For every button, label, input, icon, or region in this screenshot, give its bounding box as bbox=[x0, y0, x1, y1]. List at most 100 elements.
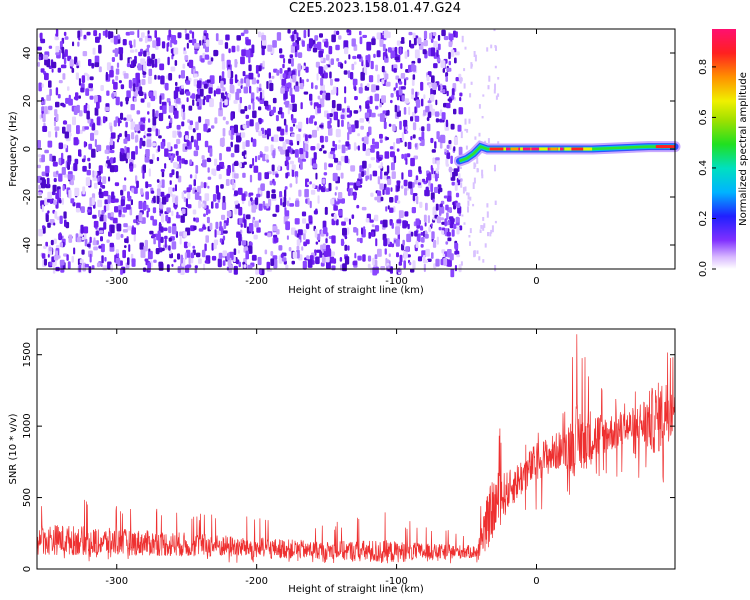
spectrogram-cell bbox=[135, 72, 140, 81]
spectrogram-cell bbox=[188, 105, 193, 111]
spectrogram-cell bbox=[61, 197, 64, 205]
spectrogram-cell bbox=[294, 149, 299, 158]
spectrogram-cell bbox=[111, 93, 114, 98]
x-tick-label: -100 bbox=[385, 576, 408, 587]
spectrogram-cell bbox=[419, 225, 423, 231]
spectrogram-cell bbox=[348, 54, 351, 60]
spectrogram-cell bbox=[448, 41, 453, 48]
spectrogram-cell bbox=[255, 122, 260, 131]
x-tick-label: -200 bbox=[245, 576, 268, 587]
spectrogram-cell bbox=[383, 121, 387, 130]
spectrogram-cell bbox=[91, 123, 96, 131]
spectrogram-cell bbox=[258, 117, 262, 125]
spectrogram-cell bbox=[316, 126, 320, 131]
spectrogram-cell bbox=[370, 60, 374, 70]
spectrogram-cell bbox=[361, 227, 363, 235]
spectrogram-cell bbox=[290, 44, 295, 53]
spectrogram-cell bbox=[66, 124, 72, 133]
spectrogram-cell bbox=[243, 264, 247, 269]
spectrogram-cell bbox=[455, 192, 460, 198]
spectrogram-cell bbox=[288, 247, 292, 252]
spectrogram-cell bbox=[466, 192, 469, 196]
spectrogram-cell bbox=[147, 102, 151, 108]
spectrogram-cell bbox=[292, 251, 298, 259]
spectrogram-cell bbox=[47, 191, 52, 199]
spectrogram-cell bbox=[476, 161, 479, 164]
spectrogram-cell bbox=[285, 149, 290, 157]
spectrogram-cell bbox=[282, 202, 286, 208]
spectrogram-cell bbox=[454, 250, 460, 255]
spectrogram-cell bbox=[197, 185, 202, 194]
spectrogram-cell bbox=[305, 66, 309, 73]
spectrogram-cell bbox=[215, 88, 221, 95]
spectrogram-cell bbox=[184, 252, 187, 260]
spectrogram-cell bbox=[259, 190, 262, 195]
spectrogram-cell bbox=[147, 51, 150, 56]
spectrogram-cell bbox=[224, 42, 229, 49]
spectrogram-cell bbox=[441, 29, 446, 37]
spectrogram-cell bbox=[292, 42, 297, 47]
spectrogram-cell bbox=[470, 81, 473, 85]
spectrogram-cell bbox=[205, 32, 209, 39]
spectrogram-cell bbox=[380, 266, 386, 271]
spectrogram-cell bbox=[157, 145, 161, 152]
spectrogram-cell bbox=[150, 215, 154, 221]
spectrogram-cell bbox=[302, 65, 306, 69]
spectrogram-cell bbox=[443, 36, 449, 41]
spectrogram-cell bbox=[202, 98, 206, 106]
spectrogram-cell bbox=[118, 209, 122, 215]
spectrogram-cell bbox=[190, 252, 195, 259]
spectrogram-cell bbox=[42, 125, 48, 132]
spectrogram-cell bbox=[90, 132, 95, 141]
spectrogram-cell bbox=[486, 47, 489, 52]
spectrogram-cell bbox=[144, 157, 150, 163]
spectrogram-cell bbox=[128, 244, 131, 252]
spectrogram-cell bbox=[317, 107, 321, 114]
spectrogram-cell bbox=[147, 76, 152, 84]
spectrogram-cell bbox=[360, 71, 365, 81]
spectrogram-cell bbox=[393, 239, 396, 243]
spectrogram-cell bbox=[438, 226, 442, 231]
spectrogram-cell bbox=[267, 232, 272, 238]
spectrogram-cell bbox=[467, 200, 470, 206]
spectrogram-cell bbox=[120, 189, 124, 196]
spectrogram-cell bbox=[408, 31, 413, 36]
spectrogram-cell bbox=[467, 206, 469, 213]
spectrogram-cell bbox=[474, 54, 477, 62]
spectrogram-cell bbox=[172, 226, 177, 235]
spectrogram-cell bbox=[47, 131, 52, 138]
spectrogram-cell bbox=[236, 35, 241, 41]
spectrogram-cell bbox=[123, 117, 127, 121]
spectrogram-cell bbox=[476, 168, 479, 172]
spectrogram-cell bbox=[395, 75, 400, 80]
spectrogram-cell bbox=[192, 99, 195, 106]
spectrogram-cell bbox=[398, 261, 402, 266]
spectrogram-cell bbox=[180, 70, 185, 79]
spectrogram-cell bbox=[344, 155, 349, 164]
spectrogram-cell bbox=[344, 60, 347, 64]
spectrogram-cell bbox=[153, 259, 157, 263]
spectrogram-cell bbox=[428, 83, 432, 88]
spectrogram-cell bbox=[415, 240, 419, 248]
spectrogram-cell bbox=[494, 220, 497, 224]
spectrogram-cell bbox=[454, 242, 459, 250]
signal-hotspot bbox=[655, 145, 659, 149]
spectrogram-cell bbox=[102, 116, 106, 124]
spectrogram-cell bbox=[354, 120, 359, 129]
spectrogram-cell bbox=[438, 187, 443, 193]
spectrogram-cell bbox=[235, 259, 240, 265]
spectrogram-cell bbox=[218, 174, 222, 180]
spectrogram-cell bbox=[453, 136, 458, 146]
spectrogram-cell bbox=[356, 204, 360, 209]
spectrogram-cell bbox=[88, 59, 92, 67]
spectrogram-cell bbox=[240, 223, 243, 228]
spectrogram-cell bbox=[330, 251, 335, 256]
spectrogram-cell bbox=[38, 82, 42, 92]
spectrogram-cell bbox=[281, 78, 287, 86]
spectrogram-cell bbox=[482, 259, 485, 263]
spectrogram-cell bbox=[408, 261, 412, 266]
spectrogram-cell bbox=[362, 34, 367, 38]
spectrogram-cell bbox=[183, 50, 187, 55]
spectrogram-cell bbox=[261, 35, 267, 41]
spectrogram-cell bbox=[158, 135, 162, 139]
